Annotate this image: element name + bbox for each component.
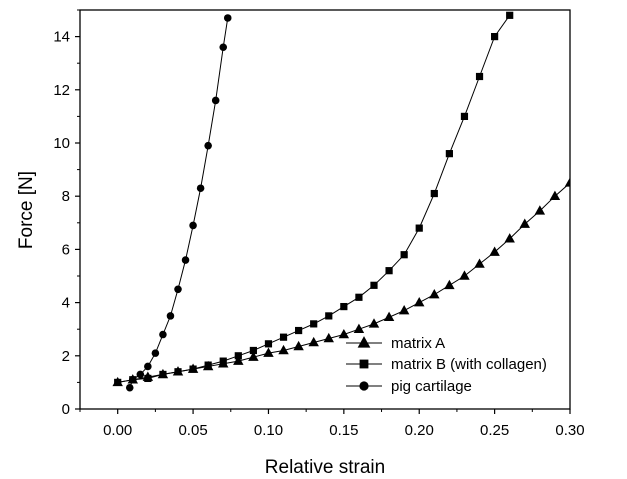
data-point (125, 383, 134, 392)
data-point (166, 312, 175, 320)
data-point (489, 246, 500, 256)
x-axis: 0.00 0.05 0.10 0.15 0.20 0.25 0.30 (79, 409, 585, 439)
plot-frame (79, 9, 571, 410)
data-point (234, 352, 242, 360)
data-point (144, 362, 152, 371)
x-tick-label: 0.25 (480, 422, 509, 439)
x-axis-title: Relative strain (265, 457, 385, 478)
data-point (219, 43, 228, 52)
data-point (211, 96, 220, 105)
data-point (174, 368, 182, 376)
data-point (400, 251, 408, 259)
x-tick-label: 0.05 (178, 422, 207, 439)
data-point (325, 312, 333, 320)
series-1 (112, 177, 570, 387)
data-point (308, 336, 319, 347)
data-point (370, 281, 378, 289)
data-point (340, 302, 348, 311)
data-point (474, 258, 485, 268)
y-axis-title: Force [N] (16, 171, 37, 249)
y-tick-label: 8 (62, 188, 70, 205)
data-point (429, 289, 440, 299)
data-point (248, 351, 259, 361)
x-tick-label: 0.15 (329, 422, 358, 439)
data-point (506, 11, 514, 19)
data-point (445, 150, 453, 158)
y-tick-label: 2 (62, 348, 70, 365)
data-point (323, 332, 334, 343)
y-tick-label: 0 (62, 401, 70, 418)
data-point (233, 355, 244, 365)
data-point (385, 267, 393, 275)
x-tick-label: 0.20 (405, 422, 434, 439)
data-point (263, 347, 274, 357)
data-point (159, 330, 167, 339)
data-point (279, 333, 288, 341)
data-point (310, 320, 318, 328)
series-line (117, 182, 570, 383)
data-point (293, 340, 304, 351)
legend: matrix A matrix B (with collagen) pig cart… (346, 335, 547, 395)
data-point (504, 233, 515, 243)
data-point (159, 370, 167, 379)
data-point (398, 305, 410, 315)
x-tick-label: 0.10 (254, 422, 283, 439)
data-point (444, 279, 455, 290)
data-point (189, 365, 197, 373)
y-tick-label: 4 (62, 295, 70, 312)
data-point (549, 190, 561, 200)
data-point (151, 349, 160, 357)
data-point (368, 318, 380, 328)
data-point (181, 256, 190, 264)
data-point (534, 205, 546, 215)
data-point (128, 375, 137, 384)
data-point (430, 189, 438, 198)
series-layer (112, 11, 570, 392)
y-tick-label: 14 (53, 29, 70, 46)
data-point (295, 326, 303, 335)
data-point (278, 344, 289, 355)
data-point (459, 270, 470, 280)
data-point (249, 346, 257, 355)
data-point (204, 361, 212, 369)
data-point (196, 184, 205, 192)
data-point (519, 218, 530, 228)
y-axis: 0 2 4 6 8 10 12 14 (53, 9, 80, 418)
data-point (353, 323, 365, 333)
x-tick-label: 0.00 (103, 422, 132, 439)
data-point (460, 112, 469, 120)
data-point (204, 141, 212, 150)
data-point (144, 374, 152, 383)
legend-label: matrix B (with collagen) (391, 356, 547, 373)
data-point (414, 297, 425, 307)
x-tick-label: 0.30 (555, 422, 584, 439)
series-3 (125, 14, 232, 392)
data-point (136, 370, 145, 379)
data-point (475, 72, 484, 81)
data-point (189, 221, 197, 230)
data-point (114, 378, 122, 386)
legend-label: matrix A (391, 335, 445, 352)
data-point (219, 357, 227, 365)
data-point (264, 340, 273, 348)
legend-marker (359, 359, 369, 369)
y-tick-label: 10 (53, 135, 70, 152)
legend-marker (359, 381, 369, 391)
data-point (564, 177, 570, 187)
data-point (491, 33, 499, 41)
y-tick-label: 12 (53, 82, 70, 99)
data-point (355, 293, 363, 301)
data-point (174, 285, 182, 294)
y-tick-label: 6 (62, 241, 70, 258)
series-2 (114, 11, 514, 386)
legend-marker (357, 336, 371, 348)
data-point (223, 14, 232, 22)
data-point (415, 224, 423, 232)
legend-label: pig cartilage (391, 378, 472, 395)
data-point (338, 328, 350, 339)
data-point (383, 311, 395, 322)
series-line (129, 17, 229, 388)
